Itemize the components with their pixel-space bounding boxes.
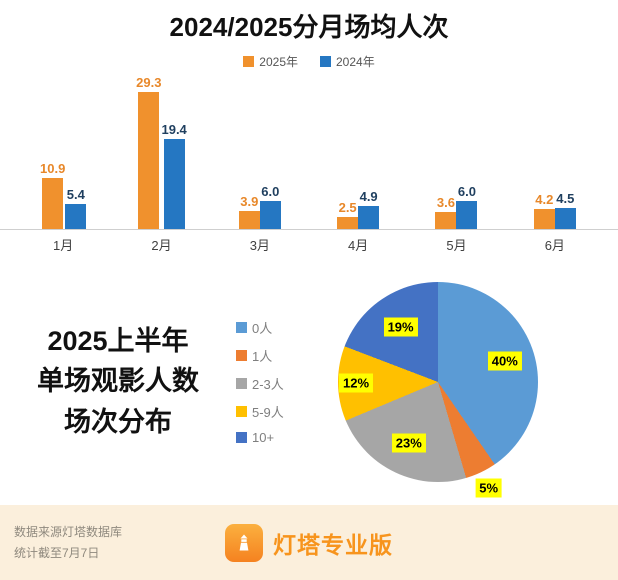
legend-item-2025年[interactable]: 2025年 [243, 54, 298, 69]
legend-item-2024年[interactable]: 2024年 [320, 54, 375, 69]
bar-chart-x-axis: 1月 2月 3月 4月 5月 6月 [0, 235, 618, 254]
pie-chart-title: 2025上半年 单场观影人数 场次分布 [8, 321, 228, 443]
bar-group-3月: 3.9 6.0 [211, 184, 309, 229]
legend-swatch [320, 55, 331, 67]
bar-wrap: 5.4 [65, 186, 87, 229]
bar-chart-section: 2024/2025分月场均人次 2025年 2024年 10.9 5.4 29.3 19… [0, 0, 618, 258]
pie-chart-section: 2025上半年 单场观影人数 场次分布 0人 1人 2-3人 5-9人 10+ 40% 5… [0, 258, 618, 505]
legend-label: 0人 [252, 321, 273, 336]
pie-label-10+: 19% [383, 317, 418, 337]
bar-2024年-1月[interactable] [65, 203, 87, 229]
bar-value-label: 29.3 [136, 75, 162, 91]
bar-value-label: 4.2 [535, 192, 554, 208]
legend-label: 2-3人 [252, 377, 284, 392]
legend-swatch [236, 350, 247, 361]
pie-chart: 40% 5% 23% 12% 19% [338, 281, 538, 498]
legend-label: 2024年 [336, 54, 375, 69]
legend-swatch [236, 378, 247, 389]
bar-value-label: 4.5 [556, 191, 575, 206]
brand-name: 灯塔专业版 [273, 531, 393, 558]
bar-2025年-3月[interactable] [238, 210, 260, 229]
bar-2025年-4月[interactable] [337, 217, 359, 229]
pie-label-5-9人: 12% [338, 373, 374, 393]
bar-2025年-6月[interactable] [533, 209, 555, 229]
x-axis-label-4月: 4月 [348, 238, 369, 253]
bar-wrap: 6.0 [456, 184, 478, 229]
x-axis-label-1月: 1月 [53, 238, 74, 253]
legend-item-0人[interactable]: 0人 [236, 318, 322, 337]
bar-value-label: 10.9 [40, 161, 66, 177]
bar-chart-plot: 10.9 5.4 29.3 19.4 3.9 6.0 2.5 4.9 3.6 6.0 4.2 4.5 [0, 72, 618, 230]
x-axis-label-2月: 2月 [151, 238, 172, 253]
bar-value-label: 2.5 [338, 200, 357, 216]
legend-label: 1人 [252, 349, 273, 364]
bar-wrap: 29.3 [136, 75, 161, 229]
bar-wrap: 2.5 [337, 200, 359, 229]
bar-wrap: 6.0 [259, 184, 281, 229]
bar-group-5月: 3.6 6.0 [407, 184, 505, 229]
bar-value-label: 3.6 [436, 195, 455, 211]
bar-value-label: 19.4 [161, 121, 187, 137]
x-axis-label-3月: 3月 [249, 238, 270, 253]
bar-2024年-2月[interactable] [163, 138, 185, 229]
x-axis-label-6月: 6月 [544, 238, 565, 253]
bar-wrap: 3.9 [238, 193, 260, 229]
bar-value-label: 6.0 [457, 184, 476, 199]
legend-label: 10+ [252, 430, 275, 445]
bar-wrap: 3.6 [435, 195, 457, 229]
pie-label-0人: 40% [487, 351, 522, 371]
bar-wrap: 10.9 [40, 161, 65, 229]
bar-chart-legend: 2025年 2024年 [0, 54, 618, 69]
bar-wrap: 19.4 [161, 121, 187, 229]
bar-2025年-2月[interactable] [138, 92, 160, 229]
legend-label: 2025年 [259, 54, 298, 69]
footer: 数据来源灯塔数据库 统计截至7月7日 灯塔专业版 [0, 505, 618, 580]
data-cutoff-text: 统计截至7月7日 [14, 545, 100, 560]
data-source-text: 数据来源灯塔数据库 [14, 525, 123, 540]
legend-item-10+[interactable]: 10+ [236, 430, 322, 445]
bar-2024年-6月[interactable] [554, 208, 576, 229]
x-axis-label-5月: 5月 [446, 238, 467, 253]
legend-swatch [243, 55, 255, 67]
pie-title-line-2: 单场观影人数 [37, 366, 199, 397]
bar-chart-title: 2024/2025分月场均人次 [169, 12, 449, 42]
bar-group-1月: 10.9 5.4 [14, 161, 112, 229]
pie-title-line-1: 2025上半年 [47, 325, 189, 356]
bar-wrap: 4.5 [554, 191, 576, 229]
bar-2024年-3月[interactable] [259, 201, 281, 229]
pie-title-line-3: 场次分布 [64, 406, 172, 437]
legend-label: 5-9人 [252, 405, 284, 420]
bar-2024年-5月[interactable] [456, 201, 478, 229]
legend-item-2-3人[interactable]: 2-3人 [236, 374, 322, 393]
bar-group-6月: 4.2 4.5 [506, 191, 604, 229]
bar-wrap: 4.9 [358, 189, 380, 229]
pie-chart-legend: 0人 1人 2-3人 5-9人 10+ [236, 318, 322, 445]
bar-group-2月: 29.3 19.4 [112, 75, 210, 229]
bar-group-4月: 2.5 4.9 [309, 189, 407, 229]
bar-wrap: 4.2 [533, 192, 555, 229]
pie-label-2-3人: 23% [391, 433, 426, 453]
legend-swatch [236, 432, 247, 443]
legend-swatch [236, 322, 247, 333]
beacon-lighthouse-icon [225, 523, 263, 562]
legend-swatch [236, 406, 247, 417]
bar-value-label: 6.0 [261, 184, 280, 199]
legend-item-5-9人[interactable]: 5-9人 [236, 402, 322, 421]
bar-value-label: 3.9 [240, 193, 259, 209]
brand-block: 灯塔专业版 [225, 523, 393, 562]
legend-item-1人[interactable]: 1人 [236, 346, 322, 365]
data-source-block: 数据来源灯塔数据库 统计截至7月7日 [14, 522, 122, 563]
bar-value-label: 5.4 [66, 186, 85, 202]
bar-2025年-1月[interactable] [42, 178, 64, 229]
bar-value-label: 4.9 [359, 189, 378, 205]
pie-label-1人: 5% [475, 478, 503, 498]
bar-2025年-5月[interactable] [435, 212, 457, 229]
bar-2024年-4月[interactable] [358, 206, 380, 229]
